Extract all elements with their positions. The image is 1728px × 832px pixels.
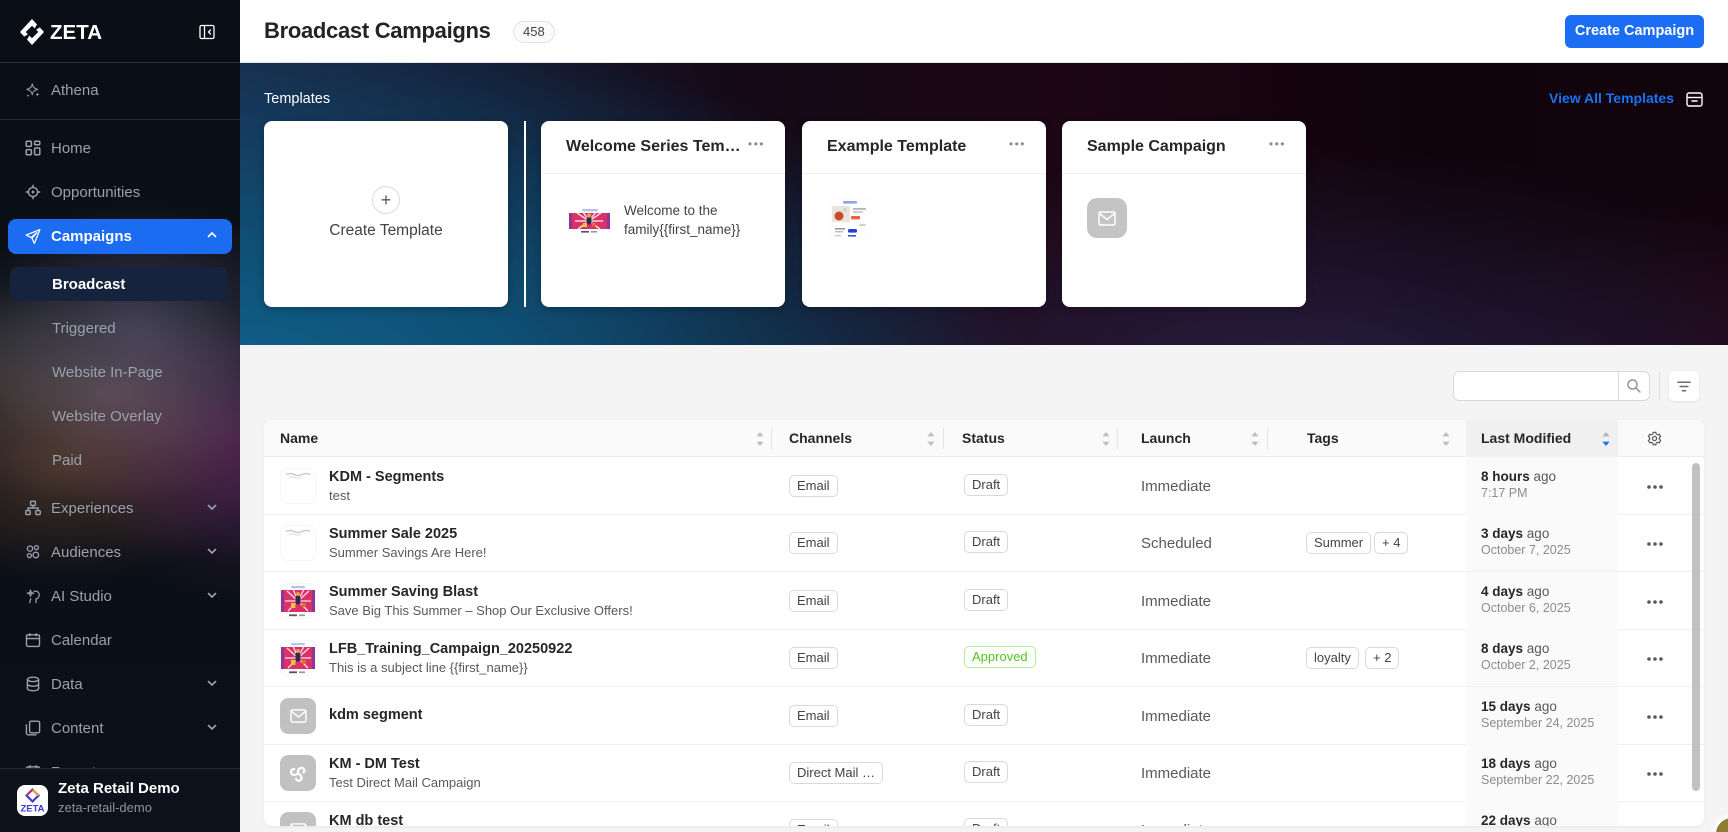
svg-text:ZETA: ZETA bbox=[20, 804, 44, 815]
